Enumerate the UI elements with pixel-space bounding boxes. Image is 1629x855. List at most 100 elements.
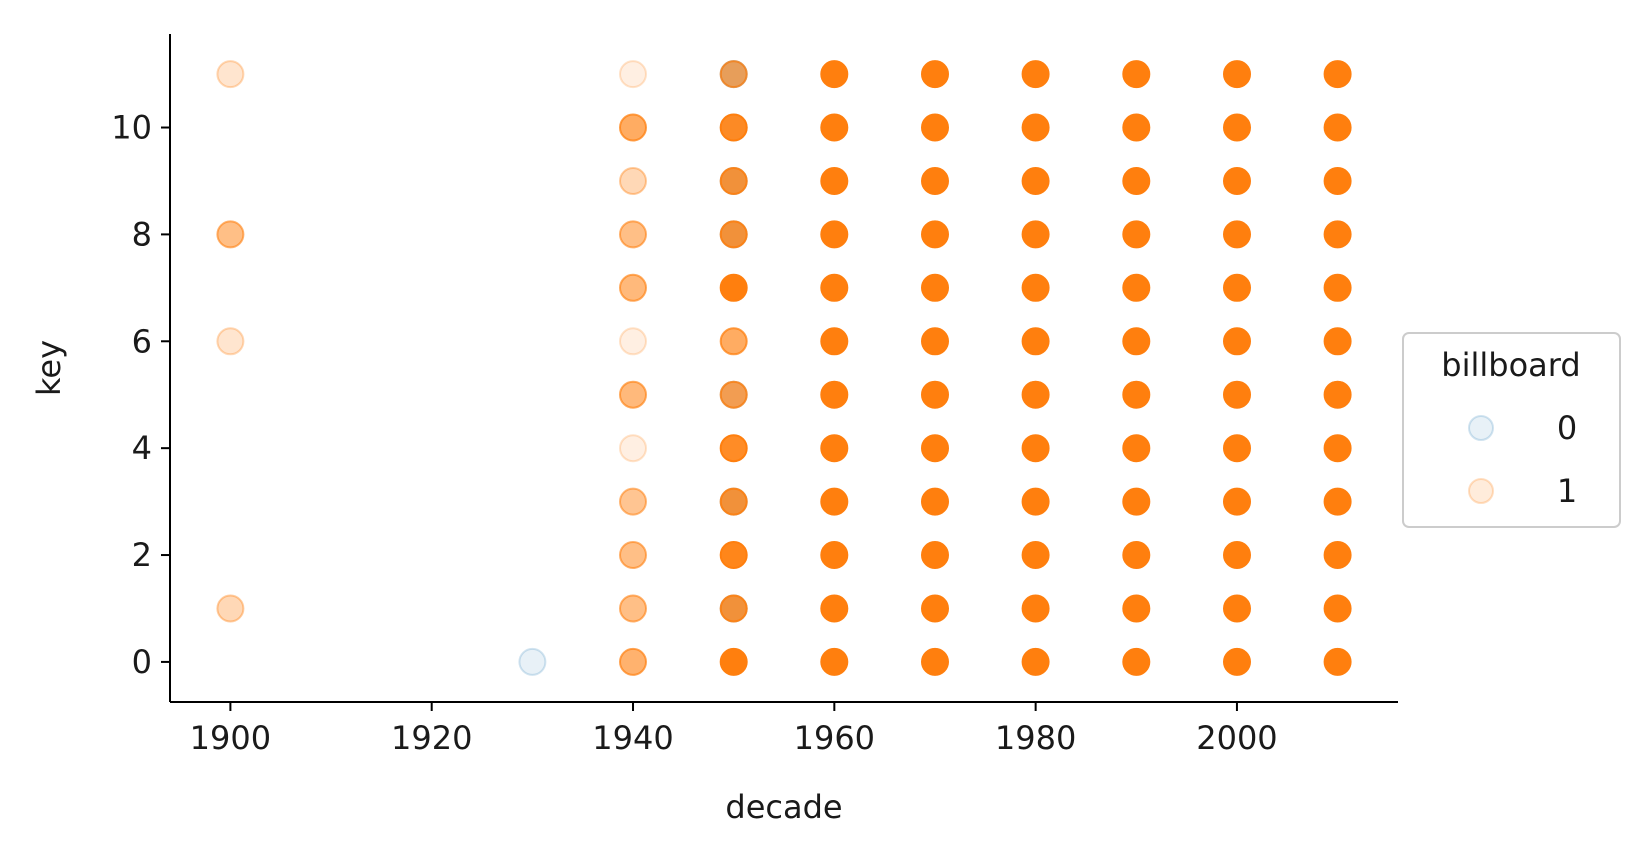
data-point-billboard-1-0	[216, 594, 245, 623]
data-point-billboard-1-23	[719, 273, 748, 302]
data-point-billboard-1-63	[1021, 60, 1050, 89]
data-point-billboard-1-68	[1122, 434, 1151, 463]
data-point-billboard-1-13	[619, 167, 647, 195]
data-point-billboard-1-75	[1122, 60, 1151, 89]
y-tick-label-10: 10	[111, 109, 152, 147]
x-axis-label: decade	[725, 788, 842, 826]
data-point-billboard-1-2	[216, 220, 245, 249]
data-point-billboard-1-34	[820, 327, 849, 356]
data-point-billboard-1-47	[921, 273, 949, 302]
data-point-billboard-1-69	[1122, 380, 1151, 409]
data-point-billboard-1-96	[1323, 220, 1352, 249]
data-point-billboard-1-16	[719, 647, 748, 676]
x-tick-label-1980: 1980	[995, 719, 1076, 757]
data-point-billboard-1-65	[1122, 594, 1151, 623]
data-point-billboard-1-43	[921, 487, 949, 516]
data-point-billboard-1-24	[719, 220, 748, 249]
legend-marker-0	[1468, 415, 1494, 441]
legend-title: billboard	[1441, 346, 1580, 384]
data-point-billboard-1-88	[1323, 647, 1352, 676]
data-point-billboard-1-25	[719, 167, 748, 195]
data-point-billboard-1-60	[1021, 220, 1050, 249]
legend-label-0: 0	[1557, 409, 1577, 447]
data-point-billboard-1-39	[820, 60, 849, 89]
data-point-billboard-1-53	[1021, 594, 1050, 623]
y-tick-label-4: 4	[132, 429, 152, 467]
data-point-billboard-0-0	[518, 647, 547, 676]
data-point-billboard-1-98	[1323, 113, 1352, 142]
data-point-billboard-1-94	[1323, 327, 1352, 356]
data-point-billboard-1-11	[619, 273, 647, 302]
data-point-billboard-1-40	[921, 647, 949, 676]
data-point-billboard-1-95	[1323, 273, 1352, 302]
data-point-billboard-1-79	[1223, 487, 1251, 516]
data-point-billboard-1-30	[820, 541, 849, 569]
data-point-billboard-1-12	[619, 220, 647, 249]
data-point-billboard-1-38	[820, 113, 849, 142]
data-point-billboard-1-82	[1223, 327, 1251, 356]
data-point-billboard-1-45	[921, 380, 949, 409]
data-point-billboard-1-20	[719, 434, 748, 463]
data-point-billboard-1-10	[619, 327, 647, 356]
data-point-billboard-1-59	[1021, 273, 1050, 302]
data-point-billboard-1-49	[921, 167, 949, 195]
data-point-billboard-1-84	[1223, 220, 1251, 249]
data-point-billboard-1-51	[921, 60, 949, 89]
y-tick-label-8: 8	[132, 215, 152, 253]
data-point-billboard-1-7	[619, 487, 647, 516]
x-tick-label-1960: 1960	[794, 719, 875, 757]
data-point-billboard-1-87	[1223, 60, 1251, 89]
data-point-billboard-1-15	[619, 60, 647, 89]
data-point-billboard-1-9	[619, 380, 647, 409]
x-tick-label-1940: 1940	[592, 719, 673, 757]
data-point-billboard-1-41	[921, 594, 949, 623]
data-point-billboard-1-36	[820, 220, 849, 249]
data-point-billboard-1-29	[820, 594, 849, 623]
data-point-billboard-1-85	[1223, 167, 1251, 195]
x-tick-label-1920: 1920	[391, 719, 472, 757]
data-point-billboard-1-80	[1223, 434, 1251, 463]
data-point-billboard-1-89	[1323, 594, 1352, 623]
data-point-billboard-1-14	[619, 113, 647, 142]
data-point-billboard-1-17	[719, 594, 748, 623]
data-point-billboard-1-57	[1021, 380, 1050, 409]
y-axis-label: key	[30, 340, 68, 396]
data-point-billboard-1-54	[1021, 541, 1050, 569]
data-point-billboard-1-5	[619, 594, 647, 623]
x-tick-label-1900: 1900	[190, 719, 271, 757]
x-ticks: 1900 1920 1940 1960 1980 2000	[190, 702, 1278, 757]
data-point-billboard-1-78	[1223, 541, 1251, 569]
data-point-billboard-1-76	[1223, 647, 1251, 676]
y-tick-label-0: 0	[132, 643, 152, 681]
data-point-billboard-1-50	[921, 113, 949, 142]
data-point-billboard-1-58	[1021, 327, 1050, 356]
data-point-billboard-1-31	[820, 487, 849, 516]
data-point-billboard-1-86	[1223, 113, 1251, 142]
data-point-billboard-1-73	[1122, 167, 1151, 195]
data-point-billboard-1-52	[1021, 647, 1050, 676]
data-point-billboard-1-66	[1122, 541, 1151, 569]
data-point-billboard-1-32	[820, 434, 849, 463]
data-point-billboard-1-71	[1122, 273, 1151, 302]
data-point-billboard-1-67	[1122, 487, 1151, 516]
y-tick-label-2: 2	[132, 536, 152, 574]
data-point-billboard-1-92	[1323, 434, 1352, 463]
y-ticks: 0 2 4 6 8 10	[111, 109, 170, 681]
data-point-billboard-1-90	[1323, 541, 1352, 569]
data-point-billboard-1-28	[820, 647, 849, 676]
points-layer	[216, 60, 1352, 676]
data-point-billboard-1-42	[921, 541, 949, 569]
legend-label-1: 1	[1557, 472, 1577, 510]
data-point-billboard-1-37	[820, 167, 849, 195]
data-point-billboard-1-6	[619, 541, 647, 569]
data-point-billboard-1-44	[921, 434, 949, 463]
data-point-billboard-1-83	[1223, 273, 1251, 302]
data-point-billboard-1-35	[820, 273, 849, 302]
data-point-billboard-1-81	[1223, 380, 1251, 409]
data-point-billboard-1-27	[719, 60, 748, 89]
data-point-billboard-1-91	[1323, 487, 1352, 516]
data-point-billboard-1-19	[719, 487, 748, 516]
data-point-billboard-1-8	[619, 434, 647, 463]
data-point-billboard-1-97	[1323, 167, 1352, 195]
